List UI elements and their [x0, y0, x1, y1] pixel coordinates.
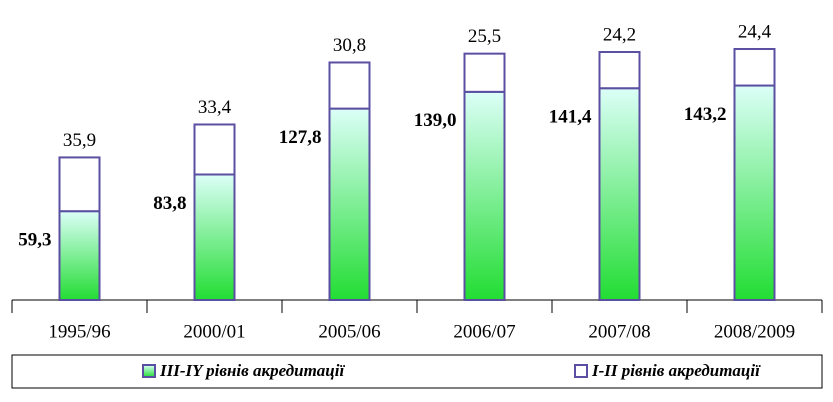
bar-segment — [58, 156, 101, 213]
bar-segment — [328, 107, 371, 301]
data-label: 141,4 — [549, 107, 592, 128]
x-tick-label: 2008/2009 — [714, 321, 795, 342]
data-label: 24,4 — [738, 21, 772, 42]
data-label: 33,4 — [198, 97, 232, 118]
data-label: 35,9 — [63, 130, 96, 151]
bar-segment — [328, 61, 371, 110]
data-label: 83,8 — [153, 193, 186, 214]
data-label: 59,3 — [18, 230, 51, 251]
x-tick-label: 2006/07 — [453, 321, 515, 342]
data-label: 30,8 — [333, 35, 366, 56]
bar-segment — [598, 87, 641, 301]
data-label: 139,0 — [414, 110, 457, 131]
bar-segment — [463, 90, 506, 301]
x-tick-label: 2007/08 — [588, 321, 650, 342]
x-tick-label: 1995/96 — [48, 321, 110, 342]
bar-segment — [58, 210, 101, 301]
bar-segment — [193, 123, 236, 176]
bar-segment — [733, 48, 776, 87]
data-label: 25,5 — [468, 26, 501, 47]
legend-swatch — [574, 364, 588, 378]
data-label: 24,2 — [603, 24, 636, 45]
bar-segment — [733, 84, 776, 301]
bar-segment — [193, 173, 236, 301]
bar-segment — [598, 50, 641, 90]
data-label: 143,2 — [684, 104, 727, 125]
legend-label: I-II рівнів акредитації — [591, 361, 761, 380]
legend-label: III-IY рівнів акредитації — [159, 361, 345, 380]
data-label: 127,8 — [279, 127, 322, 148]
x-tick-label: 2000/01 — [183, 321, 245, 342]
x-tick-label: 2005/06 — [318, 321, 380, 342]
legend-swatch — [142, 364, 156, 378]
legend-box — [11, 354, 823, 389]
bar-segment — [463, 52, 506, 93]
